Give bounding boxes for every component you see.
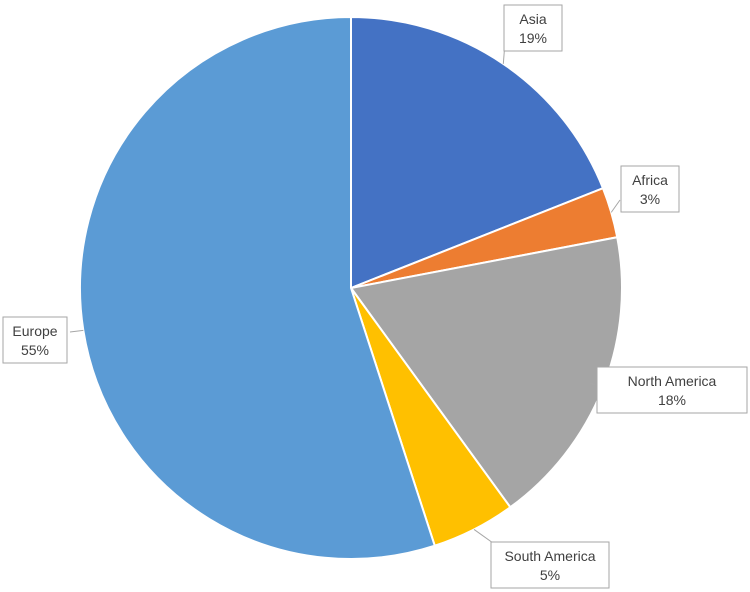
data-label-box xyxy=(2,316,68,364)
pie-slice-asia xyxy=(350,15,605,290)
data-label-africa: Africa 3% xyxy=(620,165,680,213)
data-label-box xyxy=(620,165,680,213)
data-label-percent: 18% xyxy=(658,392,686,408)
data-label-box xyxy=(503,4,563,52)
data-label-asia: Asia 19% xyxy=(503,4,563,52)
leader-line-europe xyxy=(69,329,84,333)
data-label-category: South America xyxy=(504,548,595,564)
slices-layer xyxy=(79,15,623,560)
data-label-category: Asia xyxy=(519,11,546,27)
data-label-percent: 55% xyxy=(21,342,49,358)
data-label-box xyxy=(490,541,610,589)
data-label-north-america: North America 18% xyxy=(596,366,748,414)
leader-line-africa xyxy=(610,199,621,213)
data-label-south-america: South America 5% xyxy=(490,541,610,589)
labels-layer: Asia 19% Africa 3% North America 18% South Ame… xyxy=(2,4,748,589)
data-label-percent: 19% xyxy=(519,30,547,46)
data-label-category: North America xyxy=(628,373,717,389)
data-label-category: Europe xyxy=(12,323,57,339)
data-label-percent: 5% xyxy=(540,567,560,583)
data-label-percent: 3% xyxy=(640,191,660,207)
data-label-box xyxy=(596,366,748,414)
pie-slice-europe xyxy=(79,15,437,560)
data-label-europe: Europe 55% xyxy=(2,316,68,364)
data-label-category: Africa xyxy=(632,172,668,188)
